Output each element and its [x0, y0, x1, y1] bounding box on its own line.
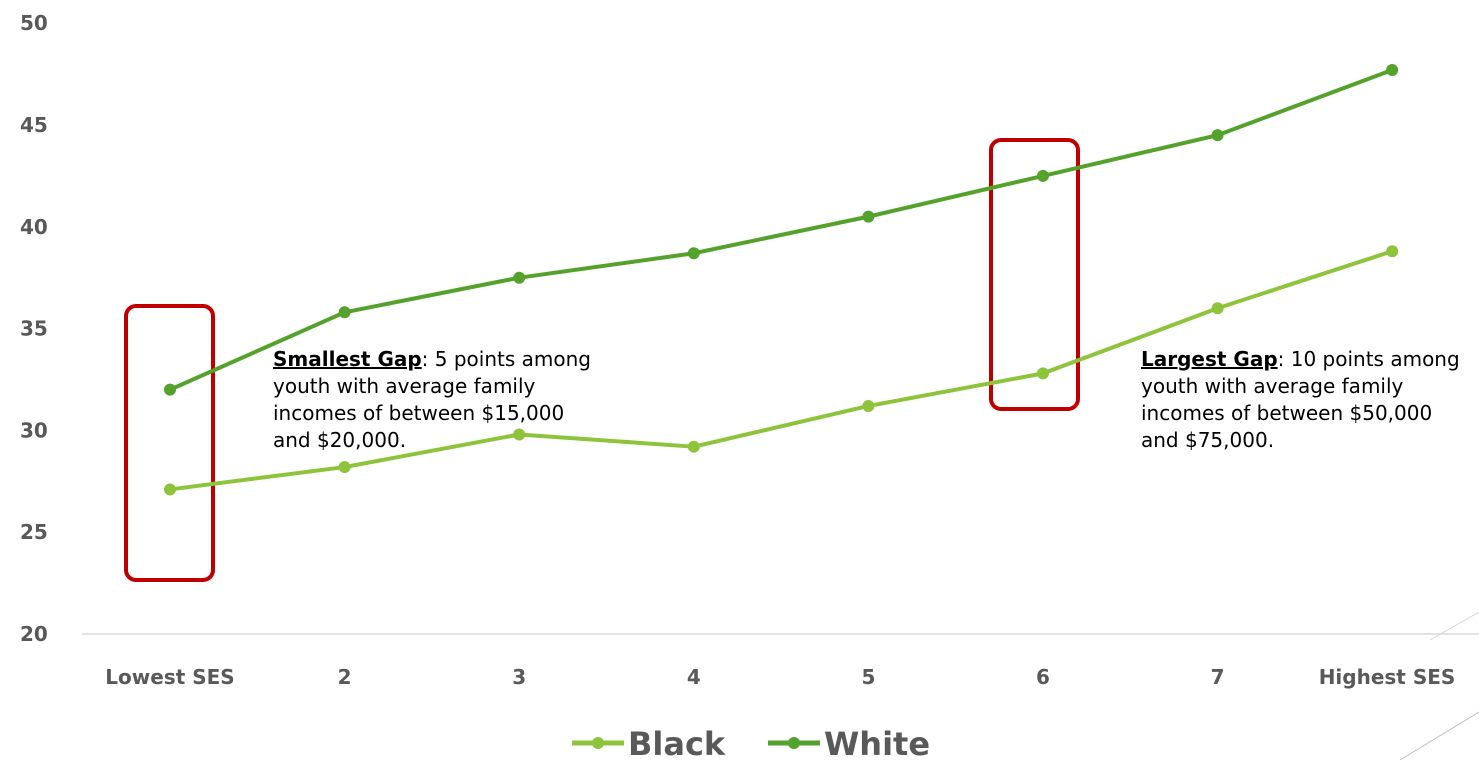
y-tick-label: 30 [20, 418, 48, 442]
corner-decoration-line [1429, 611, 1479, 641]
white-data-point [1037, 169, 1049, 182]
white-data-point [164, 383, 176, 396]
y-tick-label: 50 [20, 11, 48, 35]
white-data-point [338, 306, 351, 319]
y-tick-label: 35 [20, 317, 48, 341]
black-data-point [687, 440, 700, 453]
white-data-point [687, 247, 700, 260]
white-data-point [513, 271, 526, 284]
smallest-gap-annotation: Smallest Gap: 5 points among youth with … [273, 346, 593, 454]
white-data-point [1386, 64, 1399, 77]
x-tick-label: 5 [861, 665, 875, 689]
largest-gap-text: : 10 points among youth with average fam… [1141, 347, 1460, 452]
smallest-gap-highlight-box [124, 304, 215, 582]
x-tick-label: Lowest SES [105, 665, 234, 689]
white-data-point [862, 210, 875, 223]
black-data-point [1037, 367, 1049, 380]
black-data-point [862, 399, 875, 412]
x-tick-label: 4 [687, 665, 701, 689]
black-legend-marker [592, 737, 604, 749]
black-data-point [338, 461, 351, 474]
y-tick-label: 20 [20, 622, 48, 646]
y-tick-label: 40 [20, 215, 48, 239]
smallest-gap-label: Smallest Gap [273, 347, 422, 371]
x-tick-label: 3 [512, 665, 526, 689]
white-legend-marker [788, 737, 800, 749]
black-data-point [1211, 302, 1224, 315]
x-tick-label: 7 [1211, 665, 1225, 689]
black-legend-label: Black [628, 725, 726, 760]
white-legend-label: White [824, 725, 930, 760]
corner-decoration-line [1399, 711, 1479, 760]
black-data-point [1386, 245, 1399, 258]
y-tick-label: 25 [20, 520, 48, 544]
black-series-line [169, 249, 1393, 492]
x-tick-label: Highest SES [1319, 665, 1456, 689]
largest-gap-annotation: Largest Gap: 10 points among youth with … [1141, 346, 1461, 454]
smallest-gap-text: : 5 points among youth with average fami… [273, 347, 591, 452]
x-tick-label: 6 [1036, 665, 1050, 689]
black-data-point [164, 483, 176, 496]
y-tick-label: 45 [20, 113, 48, 137]
black-data-point [513, 428, 526, 441]
white-series-line [169, 68, 1393, 392]
largest-gap-label: Largest Gap [1141, 347, 1278, 371]
x-tick-label: 2 [338, 665, 352, 689]
largest-gap-highlight-box [989, 138, 1080, 411]
white-data-point [1211, 129, 1224, 142]
